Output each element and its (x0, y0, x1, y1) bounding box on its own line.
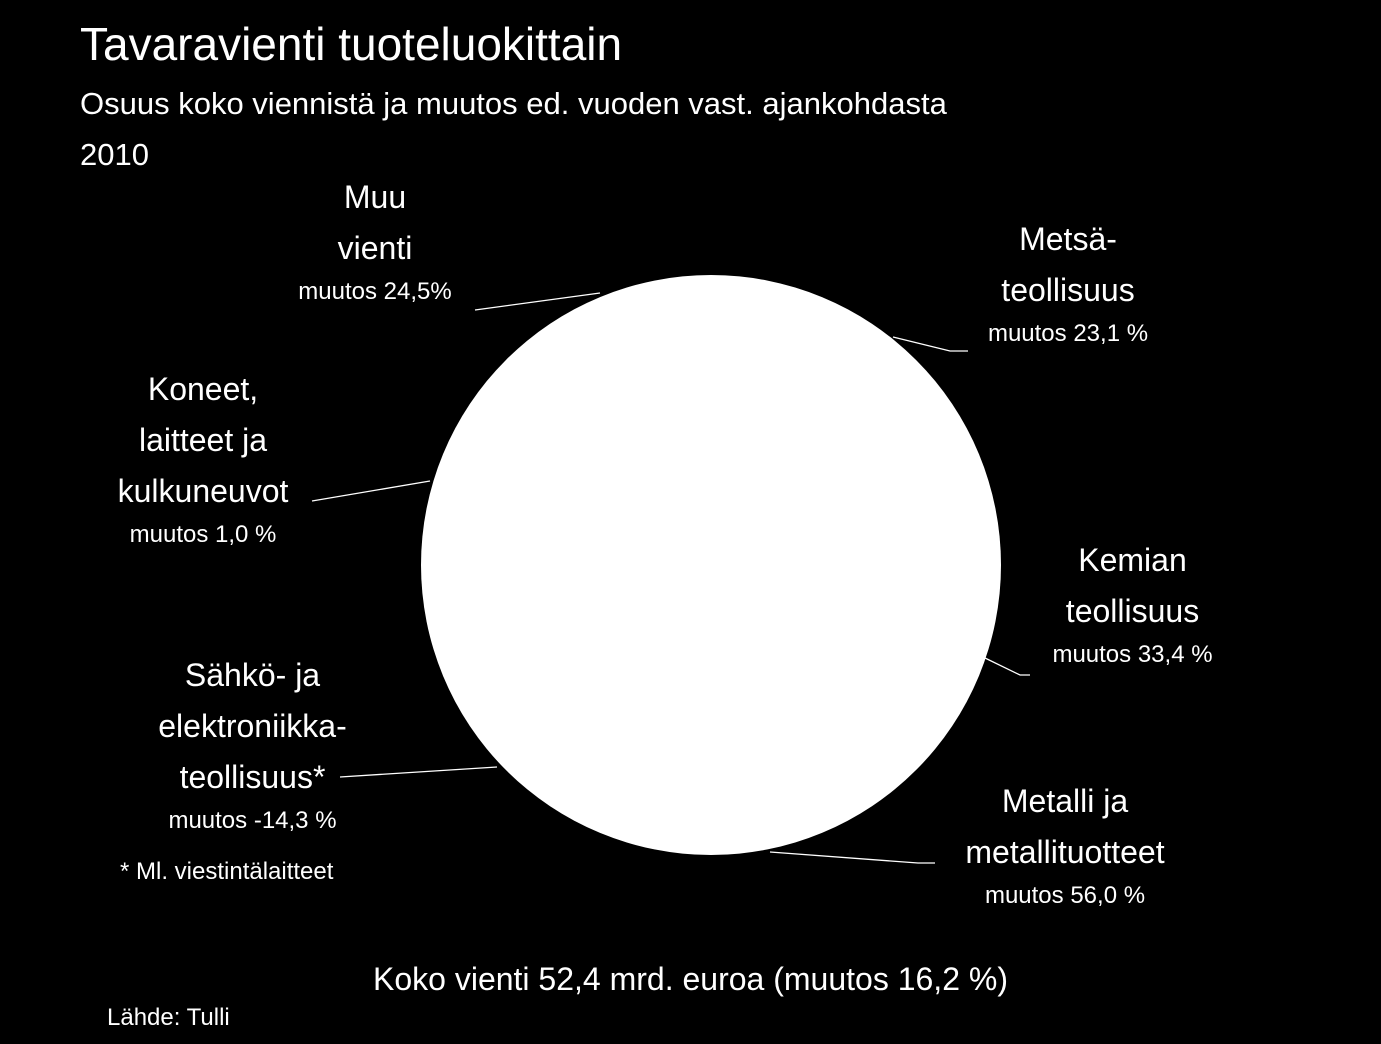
segment-label-metalli: Metalli ja metallituotteet muutos 56,0 % (905, 776, 1225, 914)
segment-name-line: Muu (343, 179, 407, 215)
segment-name-line: elektroniikka- (158, 708, 347, 744)
segment-change: muutos 33,4 % (1052, 641, 1213, 668)
segment-change: muutos 1,0 % (129, 521, 277, 548)
segment-name-line: Metsä- (1019, 221, 1117, 257)
segment-name-line: metallituotteet (965, 834, 1165, 870)
pie-body (421, 275, 1001, 855)
segment-change: muutos 24,5% (298, 278, 452, 305)
segment-name-line: kulkuneuvot (117, 473, 289, 509)
segment-label-sahko: Sähkö- ja elektroniikka- teollisuus* muu… (120, 650, 385, 839)
leader-line-muu (474, 292, 601, 311)
leader-line-metsa (892, 336, 968, 352)
segment-name-line: vienti (337, 230, 413, 266)
segment-name-line: Sähkö- ja (184, 657, 321, 693)
segment-name-line: Metalli ja (1001, 783, 1129, 819)
total-exports-label: Koko vienti 52,4 mrd. euroa (muutos 16,2… (373, 961, 1008, 997)
segment-label-kemian: Kemian teollisuus muutos 33,4 % (1015, 535, 1250, 673)
segment-label-muu: Muu vienti muutos 24,5% (260, 172, 490, 310)
chart-title: Tavaravienti tuoteluokittain (80, 18, 623, 70)
segment-label-metsa: Metsä- teollisuus muutos 23,1 % (948, 214, 1188, 352)
segment-name-line: Kemian (1078, 542, 1187, 578)
segment-name-line: teollisuus* (179, 759, 326, 795)
footnote: * Ml. viestintälaitteet (120, 858, 334, 885)
chart-subtitle-year: 2010 (80, 137, 149, 172)
segment-label-koneet: Koneet, laitteet ja kulkuneuvot muutos 1… (68, 364, 338, 553)
segment-name-line: laitteet ja (138, 422, 268, 458)
segment-name-line: teollisuus (1001, 272, 1135, 308)
leader-line-metalli (769, 851, 935, 864)
leader-line-koneet (311, 480, 431, 502)
segment-change: muutos 23,1 % (987, 320, 1149, 347)
segment-name-line: Koneet, (147, 371, 259, 407)
source-note: Lähde: Tulli (107, 1004, 230, 1031)
chart-subtitle: Osuus koko viennistä ja muutos ed. vuode… (80, 86, 947, 121)
segment-change: muutos 56,0 % (984, 882, 1146, 909)
segment-name-line: teollisuus (1065, 593, 1200, 629)
segment-change: muutos -14,3 % (168, 807, 337, 834)
leader-line-kemian (984, 657, 1030, 676)
leader-line-sahko (339, 766, 498, 778)
